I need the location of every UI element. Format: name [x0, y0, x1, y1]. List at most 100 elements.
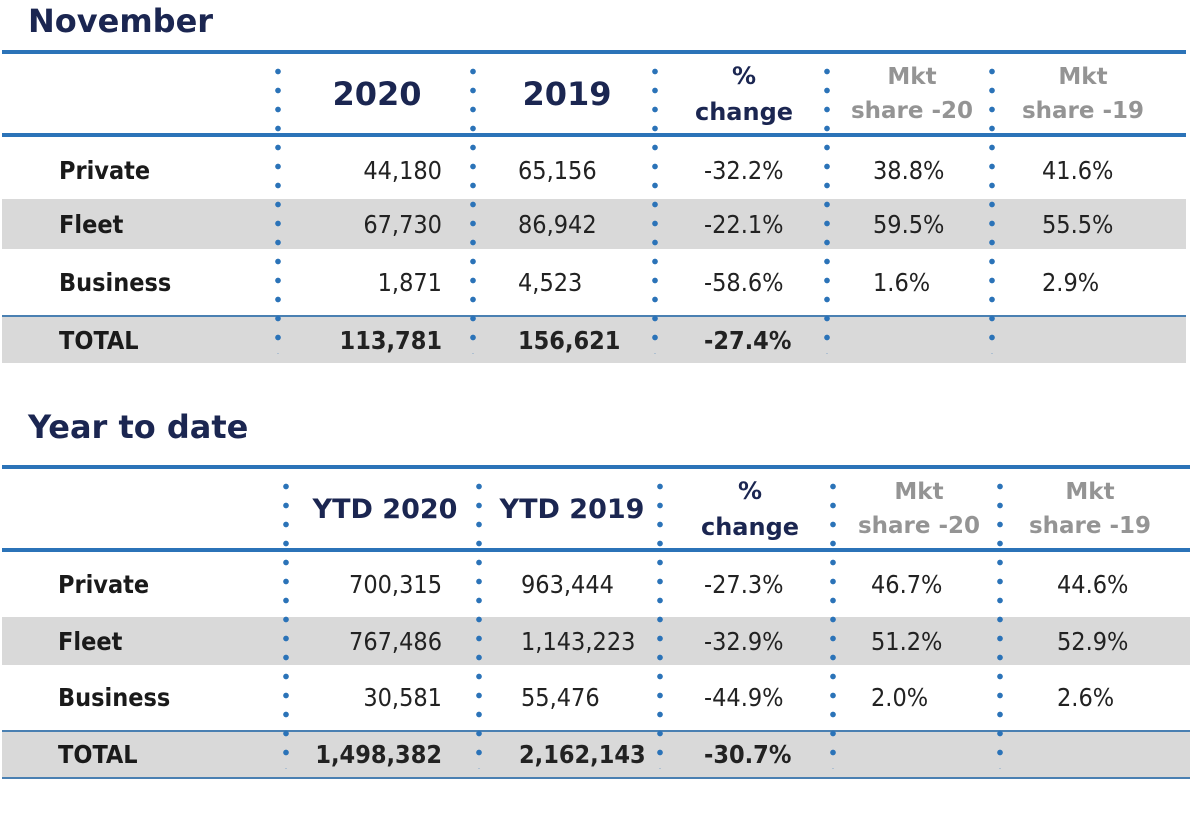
table-top-rule [2, 465, 1190, 469]
cell-share-19: 44.6% [1057, 569, 1129, 599]
header-pct-line2: change [694, 98, 794, 126]
header-bottom-rule [2, 548, 1190, 552]
header-mkt19-line1: Mkt [1065, 479, 1115, 505]
table-row-total: TOTAL 1,498,382 2,162,143 -30.7% [2, 732, 1190, 777]
column-separator [275, 62, 281, 354]
column-separator [476, 477, 482, 769]
header-row: YTD 2020 YTD 2019 % change Mkt share -20… [2, 469, 1190, 549]
cell-change: -30.7% [704, 740, 792, 769]
row-label: Fleet [59, 209, 124, 239]
cell-ytd-2019: 55,476 [521, 682, 600, 712]
header-pct-line1: % [731, 62, 757, 90]
row-label: Business [58, 682, 171, 712]
cell-share-19: 41.6% [1042, 155, 1114, 185]
column-separator [830, 477, 836, 769]
table-row-private: Private 44,180 65,156 -32.2% 38.8% 41.6% [2, 142, 1186, 198]
header-mkt-share-19: Mkt share -19 [998, 54, 1168, 134]
cell-share-20: 46.7% [871, 569, 943, 599]
cell-ytd-2020: 700,315 [349, 569, 442, 599]
ytd-table: YTD 2020 YTD 2019 % change Mkt share -20… [2, 465, 1190, 781]
column-separator [657, 477, 663, 769]
cell-share-20: 59.5% [873, 209, 945, 239]
header-pct-change: % change [666, 469, 834, 549]
november-table: 2020 2019 % change Mkt share -20 Mkt sha… [2, 50, 1186, 366]
cell-ytd-2019: 2,162,143 [519, 740, 646, 769]
cell-change: -44.9% [704, 682, 784, 712]
column-separator [824, 62, 830, 354]
cell-2020: 1,871 [377, 267, 442, 297]
cell-2019: 65,156 [518, 155, 597, 185]
header-mkt20-line2: share -20 [850, 98, 974, 124]
header-2020: 2020 [332, 75, 422, 113]
cell-share-19: 2.6% [1057, 682, 1115, 712]
cell-share-19 [1057, 732, 1167, 777]
cell-2020: 44,180 [363, 155, 442, 185]
header-row: 2020 2019 % change Mkt share -20 Mkt sha… [2, 54, 1186, 134]
cell-2020: 113,781 [339, 325, 442, 355]
header-mkt19-line2: share -19 [1028, 513, 1152, 539]
cell-ytd-2019: 963,444 [521, 569, 614, 599]
header-bottom-rule [2, 133, 1186, 137]
row-label: TOTAL [58, 740, 138, 769]
table-row-business: Business 30,581 55,476 -44.9% 2.0% 2.6% [2, 667, 1190, 727]
cell-share-20: 38.8% [873, 155, 945, 185]
header-mkt-share-19: Mkt share -19 [1006, 469, 1174, 549]
ytd-title: Year to date [28, 408, 249, 446]
header-ytd-2019: YTD 2019 [499, 493, 645, 525]
column-separator [283, 477, 289, 769]
cell-2019: 86,942 [518, 209, 597, 239]
header-mkt20-line2: share -20 [857, 513, 981, 539]
cell-share-19: 2.9% [1042, 267, 1100, 297]
table-row-total: TOTAL 113,781 156,621 -27.4% [2, 317, 1186, 363]
header-mkt20-line1: Mkt [887, 64, 937, 90]
cell-change: -27.4% [704, 325, 792, 355]
cell-2019: 4,523 [518, 267, 583, 297]
row-label: Private [59, 155, 151, 185]
cell-share-20: 51.2% [871, 626, 943, 656]
table-top-rule [2, 50, 1186, 54]
cell-share-20 [871, 732, 981, 777]
header-mkt-share-20: Mkt share -20 [832, 54, 992, 134]
cell-ytd-2020: 1,498,382 [315, 740, 442, 769]
cell-2020: 67,730 [363, 209, 442, 239]
cell-ytd-2020: 30,581 [363, 682, 442, 712]
table-row-business: Business 1,871 4,523 -58.6% 1.6% 2.9% [2, 252, 1186, 312]
cell-change: -32.2% [704, 155, 784, 185]
cell-ytd-2019: 1,143,223 [521, 626, 636, 656]
row-label: Private [58, 569, 150, 599]
row-label: Fleet [58, 626, 123, 656]
cell-share-19: 52.9% [1057, 626, 1129, 656]
total-top-rule [2, 730, 1190, 732]
header-mkt20-line1: Mkt [894, 479, 944, 505]
cell-share-19: 55.5% [1042, 209, 1114, 239]
cell-2019: 156,621 [518, 325, 621, 355]
cell-share-20 [873, 317, 983, 363]
cell-share-20: 1.6% [873, 267, 931, 297]
header-pct-line1: % [737, 477, 763, 505]
cell-ytd-2020: 767,486 [349, 626, 442, 656]
header-mkt19-line2: share -19 [1021, 98, 1145, 124]
cell-change: -27.3% [704, 569, 784, 599]
cell-change: -58.6% [704, 267, 784, 297]
row-label: Business [59, 267, 172, 297]
column-separator [997, 477, 1003, 769]
row-label: TOTAL [59, 325, 139, 355]
table-row-fleet: Fleet 67,730 86,942 -22.1% 59.5% 55.5% [2, 199, 1186, 249]
header-mkt-share-20: Mkt share -20 [838, 469, 1000, 549]
column-separator [989, 62, 995, 354]
column-separator [652, 62, 658, 354]
total-top-rule [2, 315, 1186, 317]
header-pct-line2: change [700, 513, 800, 541]
cell-share-20: 2.0% [871, 682, 929, 712]
cell-change: -32.9% [704, 626, 784, 656]
header-mkt19-line1: Mkt [1058, 64, 1108, 90]
table-bottom-rule [2, 777, 1190, 779]
header-2019: 2019 [522, 75, 612, 113]
table-row-fleet: Fleet 767,486 1,143,223 -32.9% 51.2% 52.… [2, 617, 1190, 665]
table-row-private: Private 700,315 963,444 -27.3% 46.7% 44.… [2, 555, 1190, 613]
header-pct-change: % change [660, 54, 828, 134]
cell-change: -22.1% [704, 209, 784, 239]
cell-share-19 [1042, 317, 1152, 363]
header-ytd-2020: YTD 2020 [312, 493, 458, 525]
column-separator [470, 62, 476, 354]
